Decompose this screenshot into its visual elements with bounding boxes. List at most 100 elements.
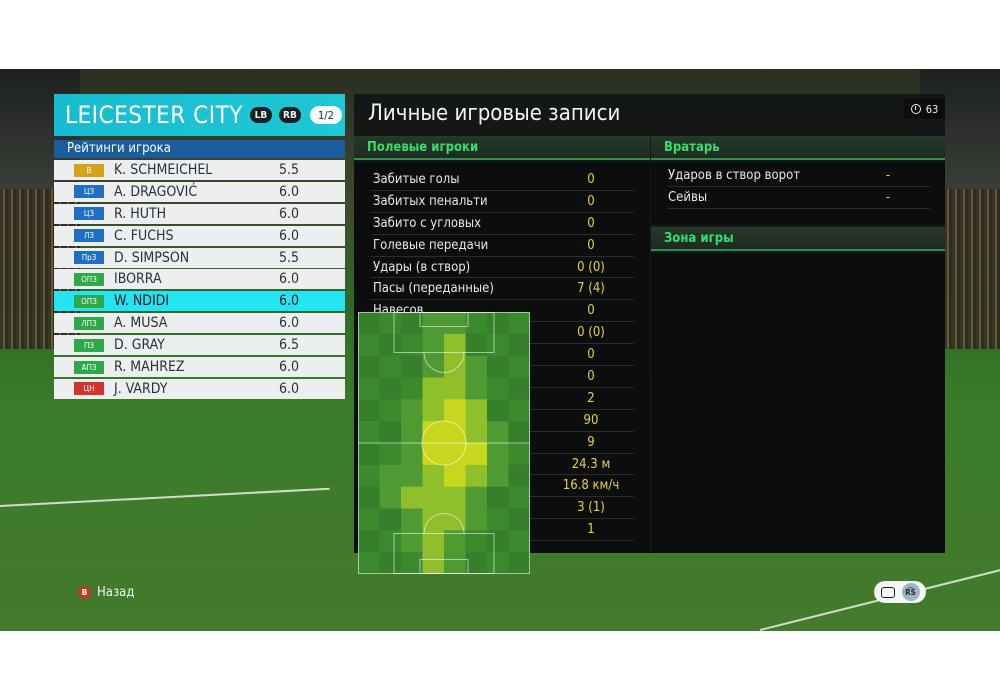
heatmap-cell <box>508 486 530 509</box>
rb-button[interactable]: RB <box>278 107 301 123</box>
player-row[interactable]: ЛЗ C. FUCHS 6.0 <box>54 225 345 246</box>
pitch-marking <box>423 352 465 373</box>
pitch-line <box>0 487 330 507</box>
page-title: Личные игровые записи <box>368 101 621 126</box>
heatmap-cell <box>444 530 466 553</box>
player-rating: 6.0 <box>279 205 300 222</box>
player-name: IBORRA <box>114 271 162 288</box>
heatmap-cell <box>379 333 402 357</box>
heatmap-cell <box>422 399 445 422</box>
heatmap-cell <box>465 312 488 335</box>
heatmap-cell <box>487 399 509 422</box>
gk-stat-value: - <box>885 168 891 183</box>
back-control[interactable]: B Назад <box>78 585 134 600</box>
heatmap-cell <box>508 443 530 466</box>
goalkeeper-header: Вратарь <box>651 136 945 160</box>
stat-row: Забито с угловых 0 <box>371 213 634 235</box>
right-stick-icon[interactable]: R͡S <box>901 583 920 601</box>
heatmap-cell <box>358 355 380 378</box>
game-screen: LEICESTER CITY LB RB 1/2 Рейтинги игрока… <box>0 69 1000 631</box>
position-badge: ПрЗ <box>74 251 104 265</box>
pitch-marking <box>423 513 465 534</box>
player-name: A. MUSA <box>114 315 168 332</box>
stat-value: 0 <box>587 193 595 209</box>
heatmap-cell <box>508 333 530 357</box>
stat-value: 1 <box>587 522 595 538</box>
player-row[interactable]: ПрЗ D. SIMPSON 5.5 <box>54 247 345 268</box>
position-badge: ОПЗ <box>74 294 104 308</box>
heatmap-cell <box>465 399 488 422</box>
heatmap-cell <box>358 552 380 574</box>
heatmap-cell <box>401 377 423 400</box>
player-name: K. SCHMEICHEL <box>114 162 213 178</box>
player-name: R. MAHREZ <box>114 359 185 376</box>
stat-value: 0 <box>587 171 595 187</box>
pitch-marking <box>419 312 469 327</box>
heatmap-cell <box>358 530 380 553</box>
player-rating: 6.5 <box>279 337 300 354</box>
player-rating: 6.0 <box>279 293 300 310</box>
stat-value: 0 (0) <box>577 259 605 275</box>
stat-label: Забито с угловых <box>373 215 482 231</box>
heatmap-cell <box>422 530 445 553</box>
heatmap-cell <box>487 312 509 335</box>
stat-row: Забитые голы 0 <box>371 169 634 191</box>
player-row[interactable]: АПЗ R. MAHREZ 6.0 <box>54 357 345 378</box>
heatmap-cell <box>508 552 530 574</box>
player-rating: 6.0 <box>279 227 300 244</box>
heatmap-cell <box>358 399 380 422</box>
heatmap-cell <box>401 530 423 553</box>
player-name: J. VARDY <box>114 380 168 397</box>
player-rating: 6.0 <box>279 315 300 332</box>
heatmap-cell <box>401 312 423 335</box>
lb-button[interactable]: LB <box>249 107 272 123</box>
heatmap-cell <box>379 312 402 335</box>
stat-row: Забитых пенальти 0 <box>371 191 634 213</box>
stat-value: 0 <box>587 368 595 384</box>
heatmap-cell <box>422 464 445 488</box>
heatmap-cell <box>379 464 402 488</box>
chat-icon[interactable] <box>880 586 895 598</box>
heatmap-cell <box>465 464 488 488</box>
heatmap-cell <box>465 421 488 444</box>
heatmap-cell <box>465 443 488 466</box>
stat-label: Пасы (переданные) <box>373 281 494 297</box>
heatmap-cell <box>401 464 423 488</box>
player-rating: 6.0 <box>279 183 300 200</box>
heatmap-cell <box>422 355 445 378</box>
heatmap-cell <box>487 530 509 553</box>
heatmap-cell <box>444 355 466 378</box>
player-row[interactable]: ОПЗ W. NDIDI 6.0 <box>54 291 345 312</box>
heatmap-cell <box>508 508 530 531</box>
heatmap-cell <box>401 486 423 509</box>
stat-value: 0 <box>587 215 595 231</box>
player-row[interactable]: ЛПЗ A. MUSA 6.0 <box>54 313 345 334</box>
player-row[interactable]: ПЗ D. GRAY 6.5 <box>54 335 345 356</box>
heatmap-cell <box>358 486 380 509</box>
heatmap-cell <box>358 508 380 531</box>
heatmap-cell <box>422 421 445 444</box>
heatmap-cell <box>379 355 402 378</box>
page-indicator: 1/2 <box>309 106 342 124</box>
stat-value: 16.8 км/ч <box>562 478 620 494</box>
position-badge: ОПЗ <box>74 272 104 286</box>
player-row[interactable]: В K. SCHMEICHEL 5.5 <box>54 160 345 180</box>
stat-label: Забитых пенальти <box>373 193 488 209</box>
player-row[interactable]: ОПЗ IBORRA 6.0 <box>54 269 345 290</box>
heatmap-cell <box>444 486 466 509</box>
heatmap-cell <box>422 443 445 466</box>
heatmap-cell <box>465 355 488 378</box>
position-badge: В <box>74 163 104 177</box>
player-row[interactable]: ЦЗ R. HUTH 6.0 <box>54 203 345 224</box>
player-row[interactable]: ЦН J. VARDY 6.0 <box>54 378 345 399</box>
heatmap-cell <box>487 333 509 357</box>
player-list: В K. SCHMEICHEL 5.5 ЦЗ A. DRAGOVIĆ 6.0 ЦЗ R. HU… <box>54 160 345 401</box>
heatmap-cell <box>401 508 423 531</box>
heatmap-cell <box>379 399 402 422</box>
stat-value: 3 (1) <box>577 500 605 516</box>
heatmap-cell <box>487 355 509 378</box>
heatmap-cell <box>444 552 466 574</box>
stat-value: 0 <box>587 303 595 319</box>
player-row[interactable]: ЦЗ A. DRAGOVIĆ 6.0 <box>54 181 345 202</box>
heatmap-cell <box>358 443 380 466</box>
